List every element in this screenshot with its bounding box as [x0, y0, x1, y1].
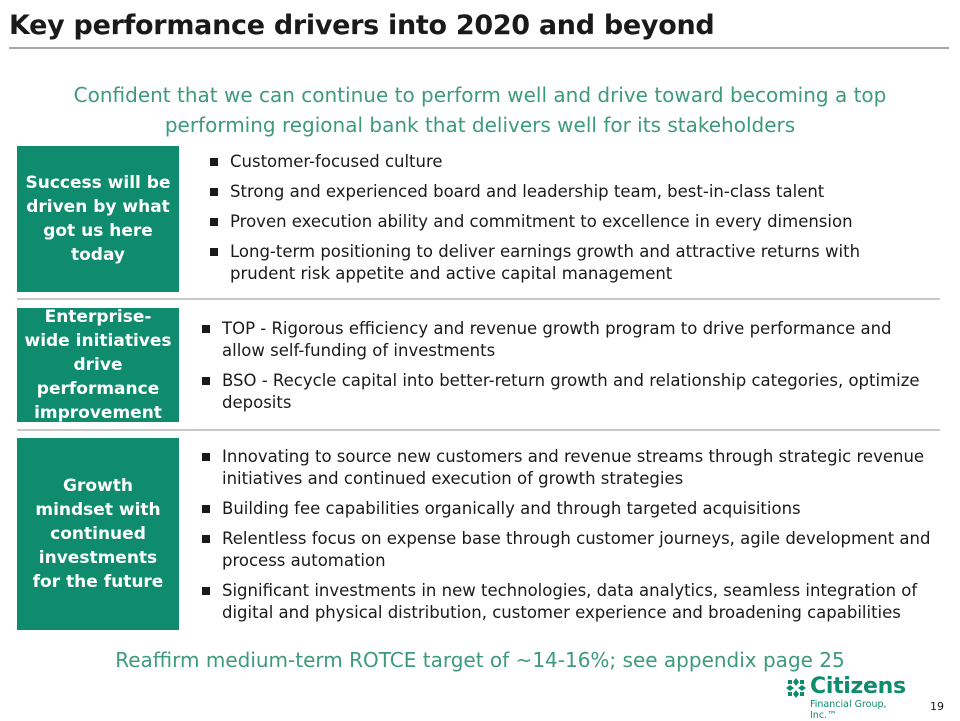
bullet-square-icon — [202, 535, 210, 543]
list-item: Strong and experienced board and leaders… — [210, 181, 910, 203]
bullet-list-success: Customer-focused culture Strong and expe… — [210, 151, 910, 293]
list-item: Innovating to source new customers and r… — [202, 446, 940, 490]
list-item: Customer-focused culture — [210, 151, 910, 173]
bullet-square-icon — [210, 218, 218, 226]
bullet-square-icon — [202, 377, 210, 385]
citizens-logo: Citizens Financial Group, Inc.™ — [786, 674, 916, 721]
list-item: BSO - Recycle capital into better-return… — [202, 370, 922, 414]
citizens-logo-icon — [786, 678, 806, 698]
logo-name: Citizens — [810, 674, 906, 699]
list-item: TOP - Rigorous efficiency and revenue gr… — [202, 318, 922, 362]
bullet-square-icon — [210, 188, 218, 196]
section-divider — [17, 429, 940, 431]
page-title: Key performance drivers into 2020 and be… — [9, 10, 715, 41]
bullet-square-icon — [210, 158, 218, 166]
bullet-square-icon — [202, 505, 210, 513]
list-item: Building fee capabilities organically an… — [202, 498, 940, 520]
list-item: Relentless focus on expense base through… — [202, 528, 940, 572]
list-item: Significant investments in new technolog… — [202, 580, 940, 624]
footer-target-note: Reaffirm medium-term ROTCE target of ~14… — [115, 648, 845, 672]
bullet-square-icon — [202, 325, 210, 333]
list-item: Proven execution ability and commitment … — [210, 211, 910, 233]
list-item: Long-term positioning to deliver earning… — [210, 241, 910, 285]
section-label-enterprise: Enterprise-wide initiatives drive perfor… — [17, 307, 179, 423]
section-divider — [17, 298, 940, 300]
subtitle: Confident that we can continue to perfor… — [73, 83, 887, 137]
section-label-growth: Growth mindset with continued investment… — [17, 438, 179, 630]
bullet-list-growth: Innovating to source new customers and r… — [202, 446, 940, 632]
bullet-list-enterprise: TOP - Rigorous efficiency and revenue gr… — [202, 318, 922, 422]
bullet-square-icon — [202, 587, 210, 595]
logo-subtitle: Financial Group, Inc.™ — [810, 699, 887, 721]
section-label-success: Success will be driven by what got us he… — [17, 146, 179, 292]
bullet-square-icon — [210, 248, 218, 256]
page-number: 19 — [930, 700, 944, 713]
bullet-square-icon — [202, 453, 210, 461]
title-divider — [9, 47, 949, 49]
